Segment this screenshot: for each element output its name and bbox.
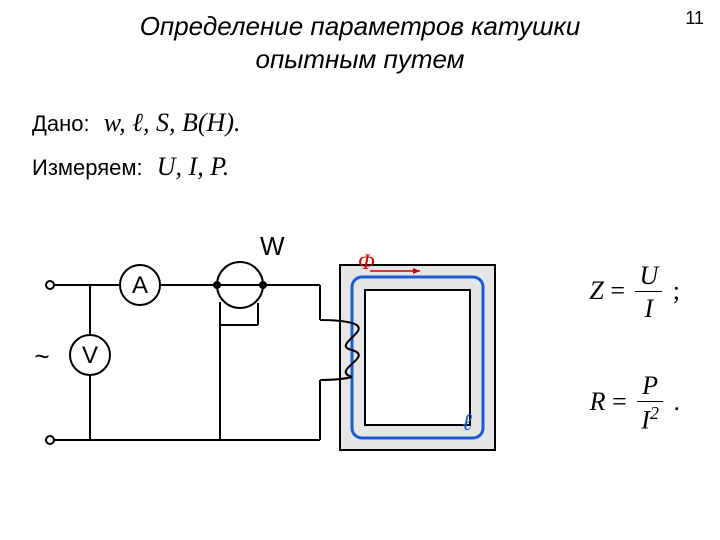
formula-z-after: ; — [673, 276, 680, 305]
formula-z-den: I — [635, 292, 662, 326]
ell-label: ℓ — [462, 410, 472, 436]
wattmeter-label: W — [260, 231, 285, 261]
formula-r-den-sup: 2 — [650, 403, 659, 423]
formula-r-den: I — [641, 406, 650, 435]
phi-label: Φ — [358, 249, 375, 274]
page-title: Определение параметров катушки опытным п… — [60, 10, 660, 75]
title-line2: опытным путем — [255, 44, 464, 74]
source-label: ~ — [34, 341, 49, 371]
ammeter-label: A — [132, 272, 148, 299]
measure-symbols: U, I, P. — [157, 152, 229, 181]
measure-block: Измеряем: U, I, P. — [32, 152, 229, 182]
measure-label: Измеряем: — [32, 155, 143, 180]
voltmeter-label: V — [82, 342, 98, 369]
given-block: Дано: w, ℓ, S, B(H). — [32, 108, 240, 138]
formula-r-num: P — [637, 370, 663, 402]
formula-z-num: U — [635, 260, 662, 292]
formula-z-lhs: Z — [589, 276, 603, 305]
formula-r-lhs: R — [590, 387, 606, 416]
given-label: Дано: — [32, 111, 90, 136]
core-inner — [365, 290, 470, 425]
formula-r: R = P I2 . — [590, 370, 680, 438]
formula-z: Z = U I ; — [589, 260, 680, 326]
title-line1: Определение параметров катушки — [140, 11, 581, 41]
given-symbols: w, ℓ, S, B(H). — [104, 108, 241, 137]
formula-r-after: . — [674, 387, 681, 416]
page-number: 11 — [685, 8, 704, 29]
circuit-diagram: Φ ℓ — [20, 220, 520, 480]
